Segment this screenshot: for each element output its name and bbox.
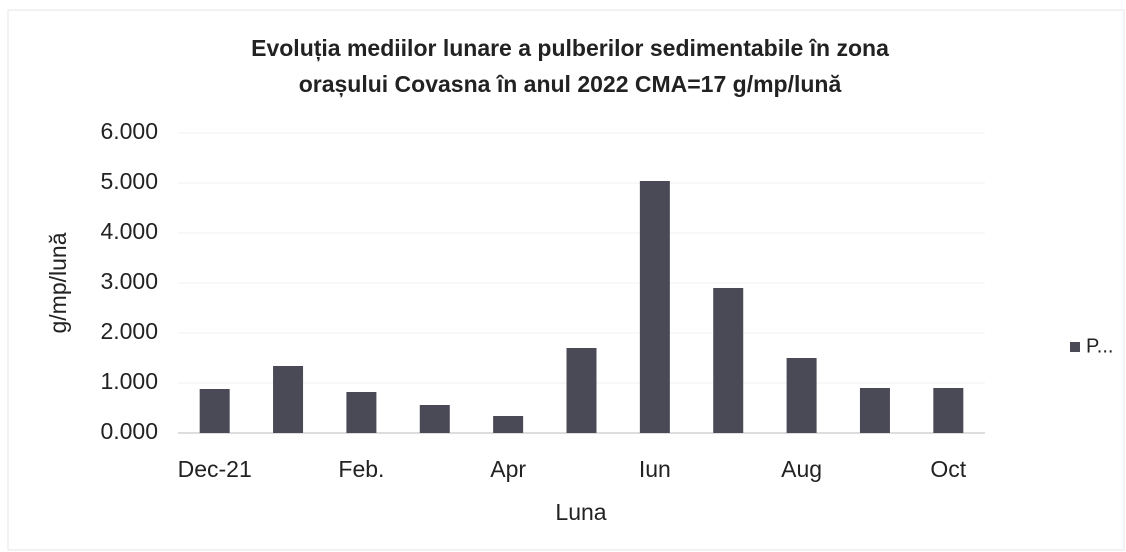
- bar: [346, 392, 377, 433]
- chart-title: orașului Covasna în anul 2022 CMA=17 g/m…: [299, 71, 842, 98]
- bar: [859, 388, 890, 433]
- x-tick-label: Apr: [490, 456, 526, 482]
- bar: [493, 416, 524, 433]
- y-tick-label: 0.000: [100, 418, 158, 444]
- bar: [566, 348, 597, 433]
- legend-label: P...: [1086, 335, 1113, 357]
- y-tick-label: 1.000: [100, 368, 158, 394]
- y-tick-label: 6.000: [100, 118, 158, 144]
- bar: [639, 181, 670, 433]
- x-tick-label: Dec-21: [178, 456, 252, 482]
- x-tick-label: Aug: [781, 456, 822, 482]
- x-axis-label: Luna: [555, 499, 606, 525]
- y-tick-label: 2.000: [100, 318, 158, 344]
- bar: [786, 358, 817, 433]
- chart-frame: [7, 9, 1125, 551]
- legend-swatch: [1070, 342, 1080, 352]
- y-tick-label: 5.000: [100, 168, 158, 194]
- x-tick-label: Iun: [639, 456, 671, 482]
- bar: [419, 405, 450, 433]
- y-axis-label: g/mp/lună: [45, 232, 71, 333]
- bar: [199, 389, 230, 433]
- chart-title: Evoluția mediilor lunare a pulberilor se…: [251, 35, 889, 62]
- x-tick-label: Feb.: [338, 456, 384, 482]
- x-tick-label: Oct: [930, 456, 966, 482]
- y-tick-label: 4.000: [100, 218, 158, 244]
- bar: [933, 388, 964, 433]
- y-tick-label: 3.000: [100, 268, 158, 294]
- bar: [273, 366, 304, 433]
- bar: [713, 288, 744, 433]
